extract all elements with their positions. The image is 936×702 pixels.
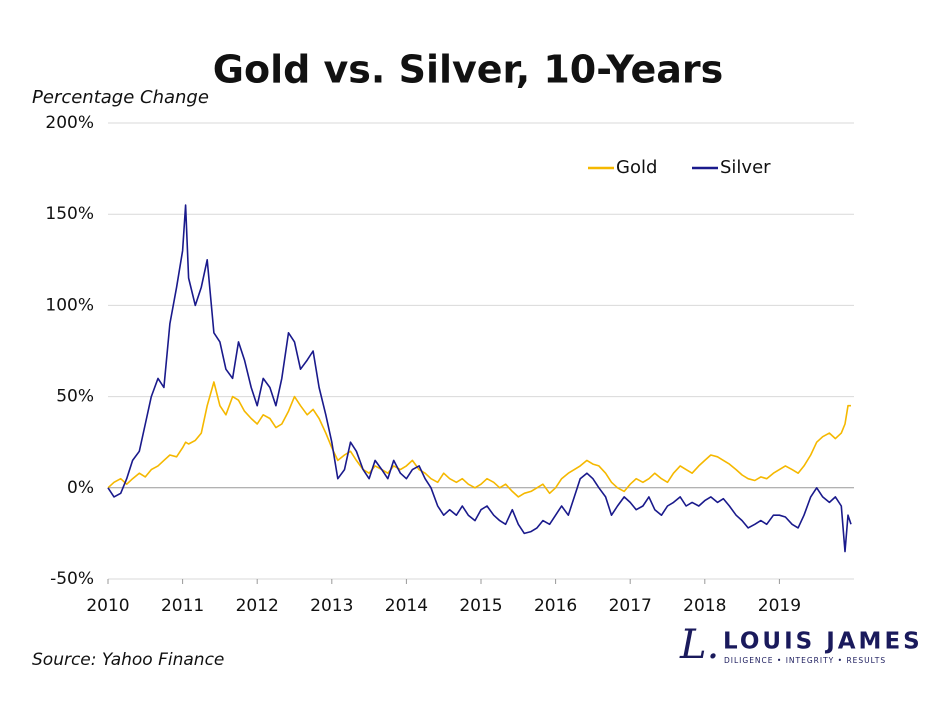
- x-tick-label: 2012: [236, 596, 279, 616]
- source: Source: Yahoo Finance: [32, 650, 224, 670]
- x-tick-label: 2010: [86, 596, 129, 616]
- y-tick-label: 0%: [67, 478, 94, 498]
- x-tick-label: 2014: [385, 596, 428, 616]
- y-tick-label: 150%: [45, 204, 94, 224]
- x-tick-label: 2019: [758, 596, 801, 616]
- y-tick-label: 200%: [45, 113, 94, 133]
- y-axis-label: Percentage Change: [32, 87, 209, 108]
- y-tick-label: 100%: [45, 295, 94, 315]
- x-tick-label: 2015: [459, 596, 502, 616]
- chart-title: Gold vs. Silver, 10-Years: [213, 48, 723, 92]
- x-tick-label: 2016: [534, 596, 577, 616]
- logo-name: LOUIS JAMES: [723, 629, 923, 655]
- y-tick-label: 50%: [56, 387, 94, 407]
- x-tick-label: 2017: [609, 596, 652, 616]
- series-line: [107, 204, 852, 553]
- logo-tagline: DILIGENCE • INTEGRITY • RESULTS: [724, 656, 886, 665]
- x-tick-label: 2013: [310, 596, 353, 616]
- x-tick-label: 2018: [683, 596, 726, 616]
- logo-mark: L.: [679, 622, 719, 668]
- series-line: [107, 381, 851, 498]
- y-tick-label: -50%: [50, 569, 94, 589]
- x-tick-label: 2011: [161, 596, 204, 616]
- legend-label: Gold: [616, 157, 657, 178]
- legend-label: Silver: [720, 157, 771, 178]
